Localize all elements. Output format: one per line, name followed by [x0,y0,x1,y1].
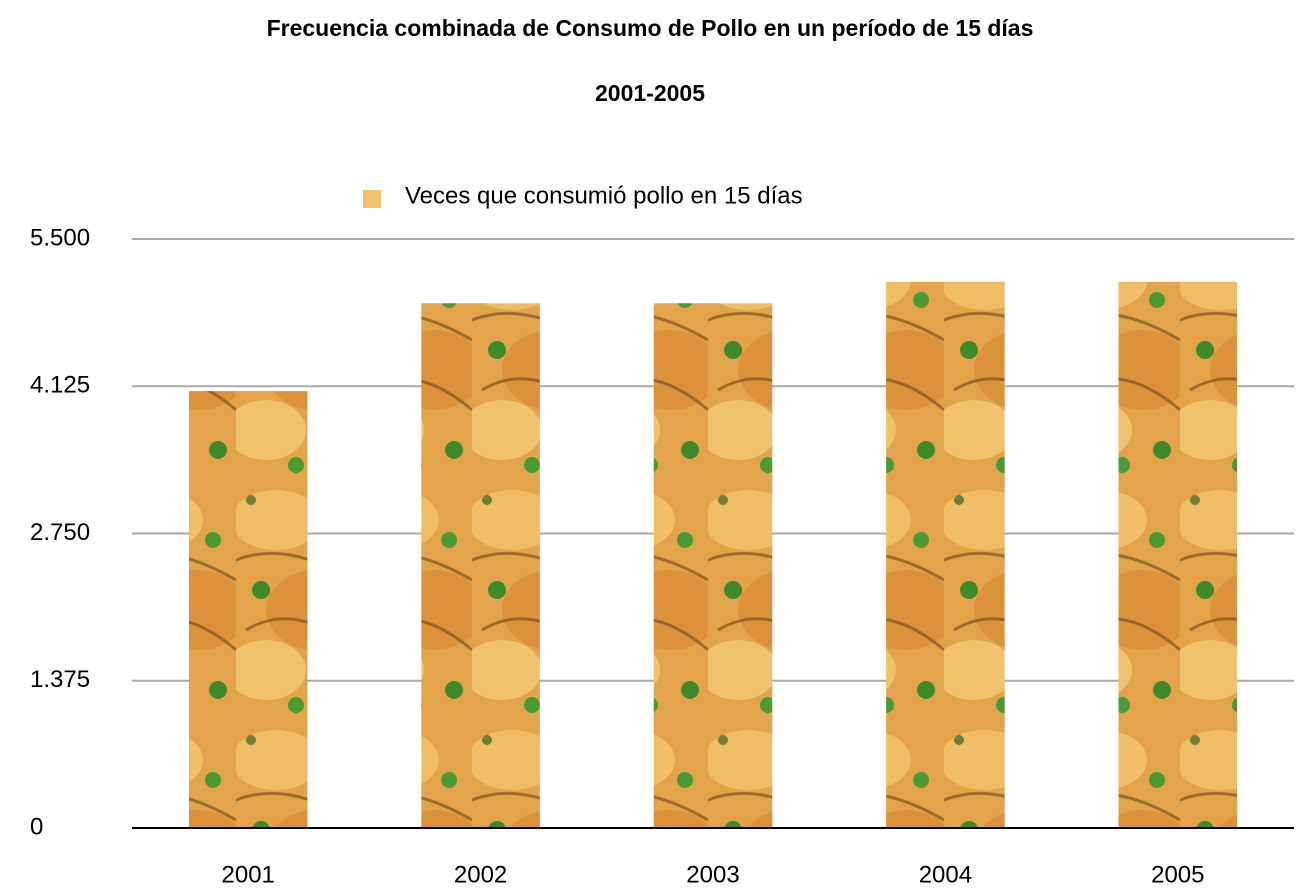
bar [421,303,540,828]
y-tick-label: 1.375 [30,666,90,693]
page: {"chart_data": {"type": "bar", "title": … [0,0,1299,894]
x-tick-label: 2004 [919,861,972,888]
bar [1119,282,1238,828]
bar [886,282,1005,828]
x-tick-label: 2003 [686,861,739,888]
chart-title: Frecuencia combinada de Consumo de Pollo… [267,15,1034,41]
x-tick-label: 2002 [454,861,507,888]
y-tick-label: 0 [30,813,43,840]
bar [654,303,773,828]
y-tick-label: 4.125 [30,372,90,399]
legend-swatch [363,190,381,208]
legend-label: Veces que consumió pollo en 15 días [405,182,803,209]
chart-subtitle: 2001-2005 [595,80,705,106]
y-tick-label: 2.750 [30,519,90,546]
x-tick-label: 2005 [1151,861,1204,888]
x-tick-label: 2001 [222,861,275,888]
bar [189,391,308,828]
chart: Frecuencia combinada de Consumo de Pollo… [0,0,1299,894]
y-tick-label: 5.500 [30,224,90,251]
